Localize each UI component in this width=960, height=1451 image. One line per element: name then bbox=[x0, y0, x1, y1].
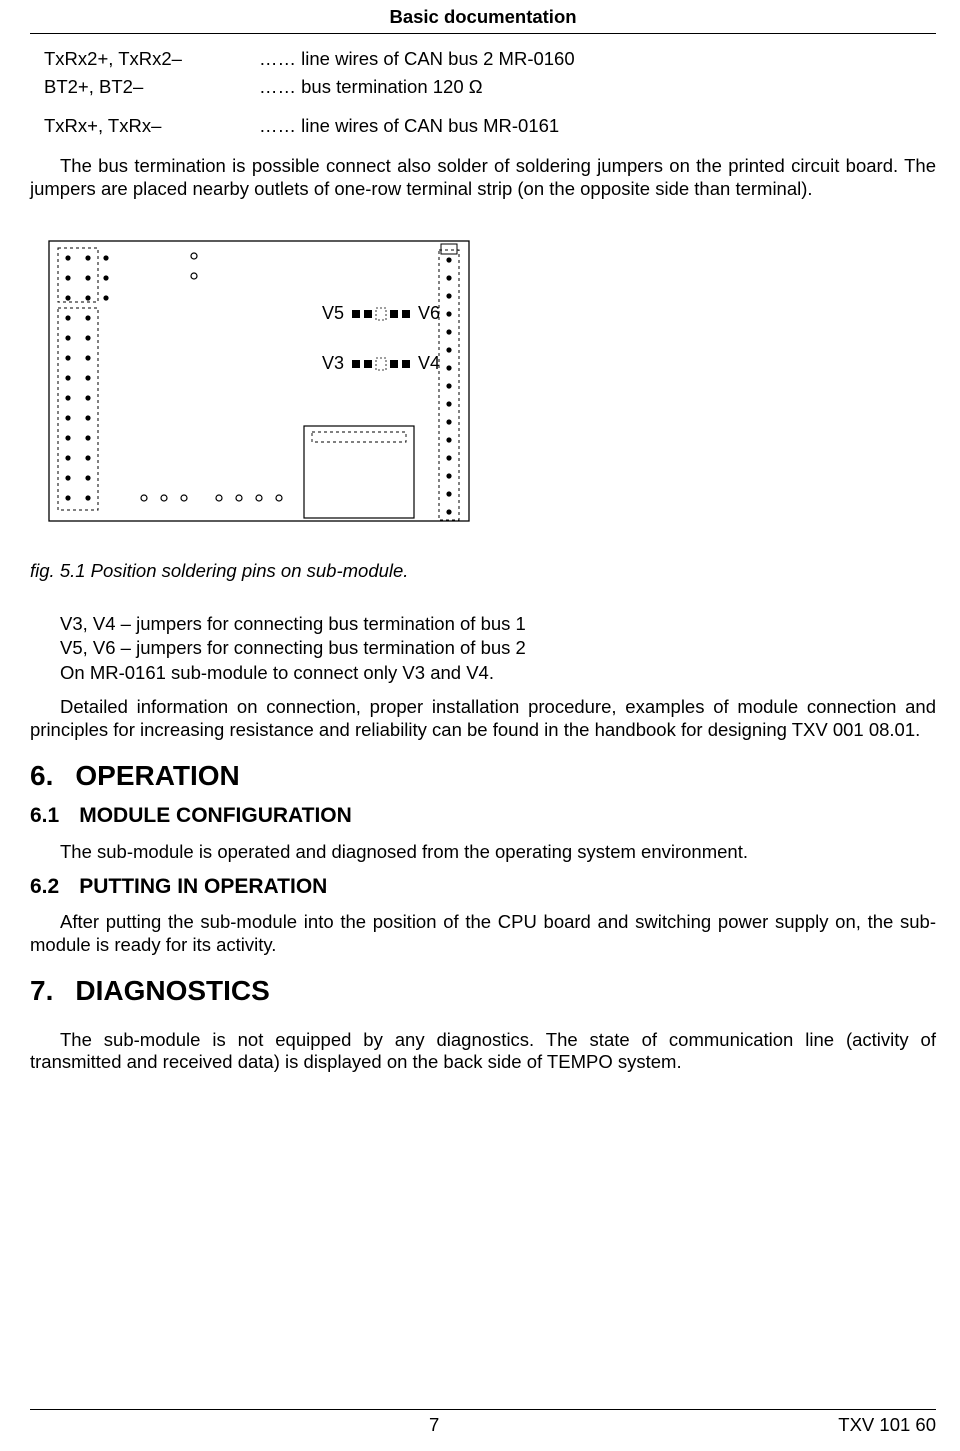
heading-title: DIAGNOSTICS bbox=[75, 974, 269, 1008]
footer-rule bbox=[30, 1409, 936, 1410]
heading-7: 7. DIAGNOSTICS bbox=[30, 974, 936, 1008]
heading-title: PUTTING IN OPERATION bbox=[79, 874, 327, 900]
paragraph: The bus termination is possible connect … bbox=[30, 155, 936, 200]
page-title: Basic documentation bbox=[30, 0, 936, 31]
list-item: V5, V6 – jumpers for connecting bus term… bbox=[60, 637, 936, 660]
paragraph: The sub-module is operated and diagnosed… bbox=[30, 841, 936, 864]
heading-6-1: 6.1 MODULE CONFIGURATION bbox=[30, 803, 936, 829]
heading-num: 6. bbox=[30, 759, 53, 793]
signal-label: TxRx+, TxRx– bbox=[44, 105, 259, 144]
svg-text:V5: V5 bbox=[322, 303, 344, 323]
doc-code: TXV 101 60 bbox=[838, 1414, 936, 1437]
footer: 7 TXV 101 60 bbox=[30, 1409, 936, 1437]
heading-title: MODULE CONFIGURATION bbox=[79, 803, 352, 829]
heading-num: 6.2 bbox=[30, 874, 59, 900]
table-row: TxRx+, TxRx– …… line wires of CAN bus MR… bbox=[44, 105, 575, 144]
heading-6: 6. OPERATION bbox=[30, 759, 936, 793]
pcb-diagram: V5 V6 V3 V4 bbox=[44, 236, 504, 526]
signal-desc: …… line wires of CAN bus MR-0161 bbox=[259, 105, 575, 144]
signal-table: TxRx2+, TxRx2– …… line wires of CAN bus … bbox=[44, 48, 575, 144]
signal-desc: …… bus termination 120 Ω bbox=[259, 76, 575, 105]
paragraph: The sub-module is not equipped by any di… bbox=[30, 1029, 936, 1074]
heading-num: 6.1 bbox=[30, 803, 59, 829]
page-number: 7 bbox=[30, 1414, 838, 1437]
svg-text:V3: V3 bbox=[322, 353, 344, 373]
header-rule bbox=[30, 33, 936, 34]
signal-desc: …… line wires of CAN bus 2 MR-0160 bbox=[259, 48, 575, 77]
heading-num: 7. bbox=[30, 974, 53, 1008]
heading-title: OPERATION bbox=[75, 759, 239, 793]
figure: V5 V6 V3 V4 fig. 5.1 Position soldering pin… bbox=[30, 236, 936, 582]
table-row: BT2+, BT2– …… bus termination 120 Ω bbox=[44, 76, 575, 105]
list-item: On MR-0161 sub-module to connect only V3… bbox=[60, 662, 936, 685]
svg-text:V4: V4 bbox=[418, 353, 440, 373]
figure-caption: fig. 5.1 Position soldering pins on sub-… bbox=[30, 560, 936, 583]
page: Basic documentation TxRx2+, TxRx2– …… li… bbox=[0, 0, 960, 1451]
signal-label: TxRx2+, TxRx2– bbox=[44, 48, 259, 77]
paragraph: Detailed information on connection, prop… bbox=[30, 696, 936, 741]
list-item: V3, V4 – jumpers for connecting bus term… bbox=[60, 613, 936, 636]
table-row: TxRx2+, TxRx2– …… line wires of CAN bus … bbox=[44, 48, 575, 77]
signal-label: BT2+, BT2– bbox=[44, 76, 259, 105]
heading-6-2: 6.2 PUTTING IN OPERATION bbox=[30, 874, 936, 900]
svg-text:V6: V6 bbox=[418, 303, 440, 323]
paragraph: After putting the sub-module into the po… bbox=[30, 911, 936, 956]
